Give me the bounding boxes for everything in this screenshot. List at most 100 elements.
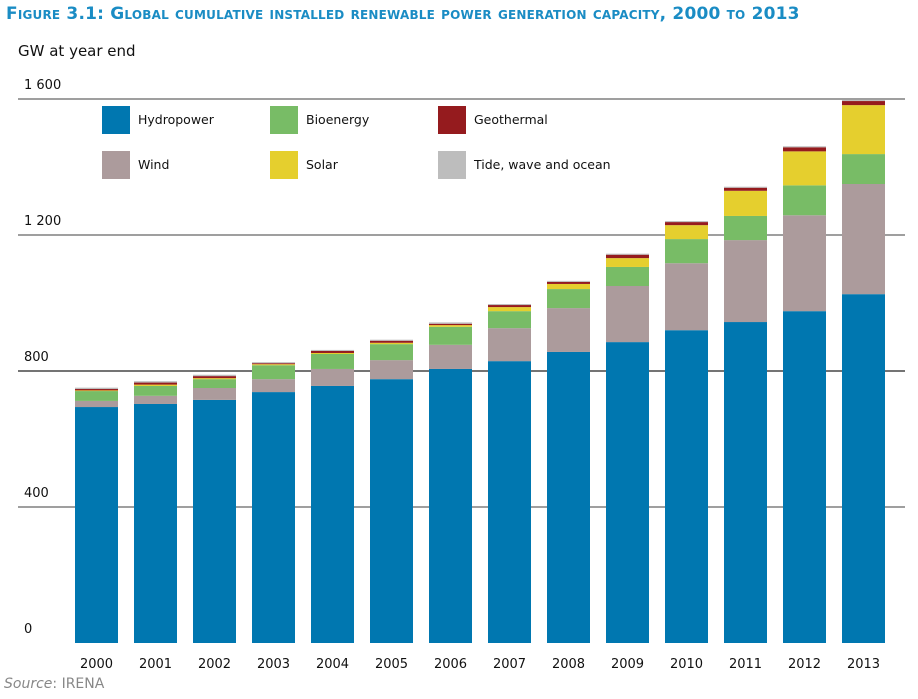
source-value: : IRENA bbox=[52, 676, 105, 692]
bar-segment-hydropower bbox=[547, 351, 590, 643]
bar-segment-solar bbox=[783, 151, 826, 186]
bar-segment-bioenergy bbox=[783, 185, 826, 216]
bar-segment-solar bbox=[724, 190, 767, 216]
x-tick-label: 2002 bbox=[198, 657, 231, 672]
bar-segment-geothermal bbox=[724, 187, 767, 191]
legend-label: Solar bbox=[306, 157, 339, 172]
x-tick-label: 2013 bbox=[847, 657, 880, 672]
x-tick-label: 2007 bbox=[493, 657, 526, 672]
bar-segment-bioenergy bbox=[370, 344, 413, 361]
bar-segment-wind bbox=[606, 286, 649, 343]
bar-segment-solar bbox=[429, 325, 472, 327]
bar-segment-tide-wave-and-ocean bbox=[488, 304, 531, 306]
bar-segment-tide-wave-and-ocean bbox=[134, 381, 177, 383]
bar-segment-geothermal bbox=[842, 101, 885, 106]
bar-segment-tide-wave-and-ocean bbox=[783, 146, 826, 148]
x-tick-label: 2005 bbox=[375, 657, 408, 672]
bar-segment-geothermal bbox=[488, 305, 531, 308]
legend-label: Wind bbox=[138, 157, 169, 172]
bar-segment-tide-wave-and-ocean bbox=[547, 280, 590, 282]
bar-segment-wind bbox=[75, 400, 118, 408]
bar-segment-tide-wave-and-ocean bbox=[193, 374, 236, 377]
bar-segment-bioenergy bbox=[724, 215, 767, 241]
bar-segment-tide-wave-and-ocean bbox=[252, 362, 295, 364]
bar-segment-hydropower bbox=[665, 330, 708, 643]
bar-segment-hydropower bbox=[724, 322, 767, 643]
source-label: Source bbox=[4, 676, 53, 692]
x-tick-label: 2012 bbox=[788, 657, 821, 672]
bar-segment-geothermal bbox=[311, 350, 354, 353]
x-tick-label: 2006 bbox=[434, 657, 467, 672]
bar-segment-hydropower bbox=[488, 361, 531, 643]
bar-segment-bioenergy bbox=[606, 266, 649, 286]
bar-segment-hydropower bbox=[370, 379, 413, 643]
y-tick-label: 0 bbox=[24, 622, 32, 637]
bar-segment-wind bbox=[252, 379, 295, 393]
bar-segment-tide-wave-and-ocean bbox=[665, 221, 708, 223]
bar-segment-solar bbox=[370, 342, 413, 345]
bar-segment-hydropower bbox=[193, 399, 236, 643]
y-tick-label: 800 bbox=[24, 350, 49, 365]
bar-segment-tide-wave-and-ocean bbox=[75, 387, 118, 390]
bar-segment-wind bbox=[842, 184, 885, 295]
bar-segment-bioenergy bbox=[665, 239, 708, 264]
legend-swatch bbox=[270, 151, 298, 179]
y-axis-label: GW at year end bbox=[18, 42, 136, 60]
bar-segment-bioenergy bbox=[134, 385, 177, 396]
bar-segment-bioenergy bbox=[842, 154, 885, 184]
bar-segment-hydropower bbox=[783, 311, 826, 643]
source-note: Source: IRENA bbox=[4, 676, 104, 692]
bar-segment-solar bbox=[134, 384, 177, 386]
bar-segment-geothermal bbox=[547, 281, 590, 284]
bar-segment-bioenergy bbox=[252, 365, 295, 380]
legend-swatch bbox=[270, 106, 298, 134]
bar-segment-bioenergy bbox=[429, 326, 472, 345]
x-tick-label: 2004 bbox=[316, 657, 349, 672]
bar-segment-tide-wave-and-ocean bbox=[724, 186, 767, 188]
legend-swatch bbox=[438, 151, 466, 179]
y-tick-label: 1 200 bbox=[24, 214, 61, 229]
bar-segment-wind bbox=[783, 215, 826, 312]
bar-segment-geothermal bbox=[429, 323, 472, 326]
bar-segment-geothermal bbox=[252, 363, 295, 365]
bar-segment-wind bbox=[547, 308, 590, 352]
bar-segment-geothermal bbox=[370, 340, 413, 343]
bar-segment-solar bbox=[75, 390, 118, 392]
legend-swatch bbox=[102, 106, 130, 134]
x-tick-label: 2010 bbox=[670, 657, 703, 672]
bar-segment-wind bbox=[193, 388, 236, 400]
bar-segment-solar bbox=[488, 307, 531, 312]
bar-segment-solar bbox=[311, 352, 354, 354]
bar-segment-wind bbox=[488, 328, 531, 362]
bar-segment-solar bbox=[193, 378, 236, 380]
legend-swatch bbox=[438, 106, 466, 134]
legend-label: Geothermal bbox=[474, 112, 548, 127]
bar-segment-bioenergy bbox=[311, 354, 354, 369]
bar-segment-bioenergy bbox=[547, 289, 590, 309]
bar-segment-hydropower bbox=[606, 342, 649, 643]
bar-segment-wind bbox=[134, 395, 177, 404]
bar-segment-bioenergy bbox=[75, 391, 118, 401]
y-tick-label: 1 600 bbox=[24, 78, 61, 93]
chart-title: Figure 3.1: Global cumulative installed … bbox=[6, 4, 800, 24]
bar-segment-tide-wave-and-ocean bbox=[606, 253, 649, 255]
legend-swatch bbox=[102, 151, 130, 179]
y-tick-label: 400 bbox=[24, 486, 49, 501]
bar-segment-solar bbox=[842, 105, 885, 155]
x-tick-label: 2009 bbox=[611, 657, 644, 672]
bar-segment-wind bbox=[370, 360, 413, 380]
x-tick-label: 2000 bbox=[80, 657, 113, 672]
bar-segment-geothermal bbox=[606, 254, 649, 259]
bar-segment-wind bbox=[429, 344, 472, 369]
bar-segment-hydropower bbox=[134, 403, 177, 643]
bar-segment-bioenergy bbox=[488, 311, 531, 329]
bar-segment-bioenergy bbox=[193, 379, 236, 388]
x-tick-label: 2001 bbox=[139, 657, 172, 672]
bar-segment-solar bbox=[606, 258, 649, 267]
x-tick-label: 2011 bbox=[729, 657, 762, 672]
x-tick-label: 2003 bbox=[257, 657, 290, 672]
legend-label: Hydropower bbox=[138, 112, 215, 127]
bar-segment-wind bbox=[311, 368, 354, 386]
bar-segment-tide-wave-and-ocean bbox=[370, 339, 413, 341]
